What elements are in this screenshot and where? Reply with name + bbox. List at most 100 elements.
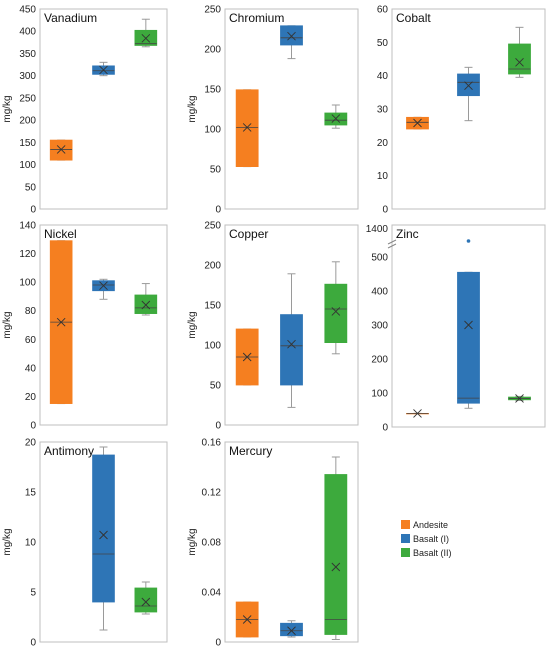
outlier-point (466, 239, 471, 243)
box-basalt-i (92, 278, 115, 300)
y-tick-label: 50 (25, 182, 37, 193)
legend-label: Basalt (I) (413, 534, 449, 544)
legend-swatch (401, 548, 410, 557)
y-tick-label: 0.08 (202, 538, 222, 549)
panel-title: Cobalt (396, 11, 431, 25)
y-tick-label: 0.16 (202, 438, 222, 449)
y-tick-label: 30 (377, 105, 389, 116)
panel-title: Mercury (229, 444, 272, 458)
y-tick-label: 400 (371, 287, 388, 298)
y-tick-label: 150 (204, 301, 221, 312)
y-axis-label: mg/kg (187, 95, 198, 122)
panel-title: Nickel (44, 227, 77, 241)
box-iqr (508, 43, 531, 75)
y-tick-label: 200 (204, 261, 221, 272)
legend-label: Basalt (II) (413, 548, 452, 558)
panel-zinc: 0 100 200 300 400 500 1400 Zinc (366, 224, 546, 434)
y-axis-label: mg/kg (187, 311, 198, 338)
y-tick-label: 0 (215, 205, 221, 216)
y-tick-label: 100 (19, 160, 36, 171)
y-tick-label: 0 (215, 421, 221, 432)
box-andesite (235, 601, 259, 638)
y-tick-label: 10 (377, 171, 389, 182)
box-basalt-i (92, 61, 115, 77)
y-tick-label: 200 (204, 45, 221, 56)
mean-marker (141, 300, 151, 310)
box-basalt-ii (134, 581, 158, 615)
y-axis-label: mg/kg (187, 528, 198, 555)
y-tick-label: 0 (30, 638, 36, 649)
mean-marker (464, 81, 473, 90)
panel-title: Chromium (229, 11, 284, 25)
box-basalt-i (457, 66, 480, 122)
y-tick-label: 300 (19, 71, 36, 82)
y-tick-label: 20 (377, 138, 389, 149)
mean-marker (287, 31, 296, 41)
box-iqr (324, 283, 348, 344)
y-tick-label: 100 (204, 125, 221, 136)
mean-marker (413, 409, 422, 418)
box-basalt-ii (324, 261, 348, 355)
panel-cobalt: 0 10 20 30 40 50 60 Cobalt (377, 5, 546, 216)
box-iqr (134, 294, 158, 314)
panel-vanadium: 0 50 100 150 200 250 300 350 400 450 Vanadium mg/kg (2, 5, 168, 216)
mean-marker (242, 352, 252, 362)
panel-title: Antimony (44, 444, 94, 458)
panel-mercury: 0 0.04 0.08 0.12 0.16 Mercury mg/kg (187, 438, 359, 649)
y-tick-label: 20 (25, 392, 37, 403)
box-andesite (49, 139, 73, 161)
y-tick-label: 100 (19, 278, 36, 289)
y-axis-label: mg/kg (2, 528, 13, 555)
panel-frame (39, 441, 168, 643)
y-tick-label: 60 (25, 335, 37, 346)
panel-nickel: 0 20 40 60 80 100 120 140 Nickel mg/kg (2, 221, 168, 432)
box-basalt-ii (508, 394, 531, 403)
mean-marker (331, 307, 341, 316)
mean-marker (287, 339, 296, 349)
box-iqr (324, 474, 348, 635)
box-andesite (49, 240, 73, 405)
box-basalt-i (92, 446, 115, 631)
box-iqr (235, 89, 259, 168)
y-tick-label: 150 (19, 138, 36, 149)
y-tick-label: 0 (382, 423, 388, 434)
y-tick-label: 0 (215, 638, 221, 649)
legend-swatch (401, 520, 410, 529)
box-basalt-ii (134, 283, 158, 316)
y-tick-label: 15 (25, 488, 37, 499)
box-iqr (280, 314, 303, 386)
box-andesite (235, 328, 259, 386)
y-tick-label: 300 (371, 321, 388, 332)
box-iqr (280, 25, 303, 46)
y-tick-label: 450 (19, 5, 36, 16)
box-basalt-ii (508, 26, 531, 78)
y-tick-label: 100 (371, 389, 388, 400)
y-axis-label: mg/kg (2, 95, 13, 122)
box-basalt-ii (134, 18, 158, 48)
panel-antimony: 0 5 10 15 20 Antimony mg/kg (2, 438, 168, 649)
mean-marker (56, 317, 66, 327)
y-tick-label: 250 (204, 221, 221, 232)
box-andesite (235, 89, 259, 168)
mean-marker (242, 123, 252, 132)
y-axis-label: mg/kg (2, 311, 13, 338)
mean-marker (413, 118, 422, 128)
y-tick-label: 60 (377, 5, 389, 16)
panel-title: Vanadium (44, 11, 97, 25)
y-tick-label: 200 (371, 355, 388, 366)
box-basalt-i (280, 620, 303, 638)
panel-frame (39, 224, 168, 426)
y-tick-label: 200 (19, 116, 36, 127)
mean-marker (287, 626, 296, 636)
box-basalt-ii (324, 104, 348, 129)
mean-marker (141, 597, 151, 607)
legend-label: Andesite (413, 520, 448, 530)
box-basalt-i (280, 25, 303, 60)
panel-chromium: 0 50 100 150 200 250 Chromium mg/kg (187, 5, 359, 216)
y-tick-label: 50 (210, 381, 222, 392)
y-tick-label: 100 (204, 341, 221, 352)
panel-frame (39, 8, 168, 210)
box-basalt-i (280, 273, 303, 408)
y-tick-label: 10 (25, 538, 37, 549)
